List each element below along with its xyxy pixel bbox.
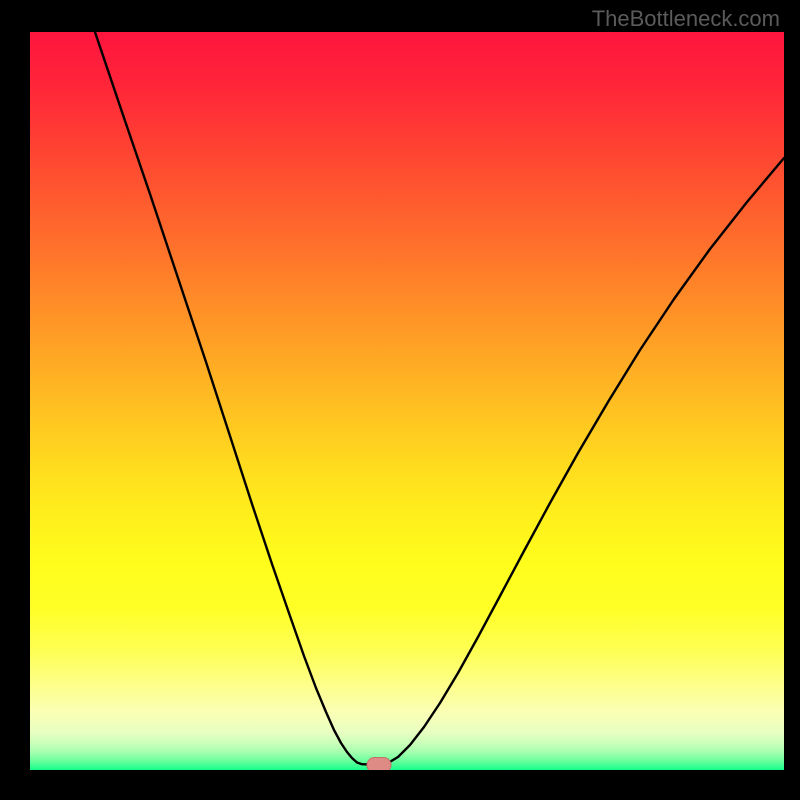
curve-path — [95, 32, 784, 765]
minimum-marker — [367, 757, 392, 770]
bottleneck-curve — [30, 32, 784, 770]
plot-area — [30, 32, 784, 770]
watermark-text: TheBottleneck.com — [592, 6, 780, 32]
chart-container: TheBottleneck.com — [0, 0, 800, 800]
